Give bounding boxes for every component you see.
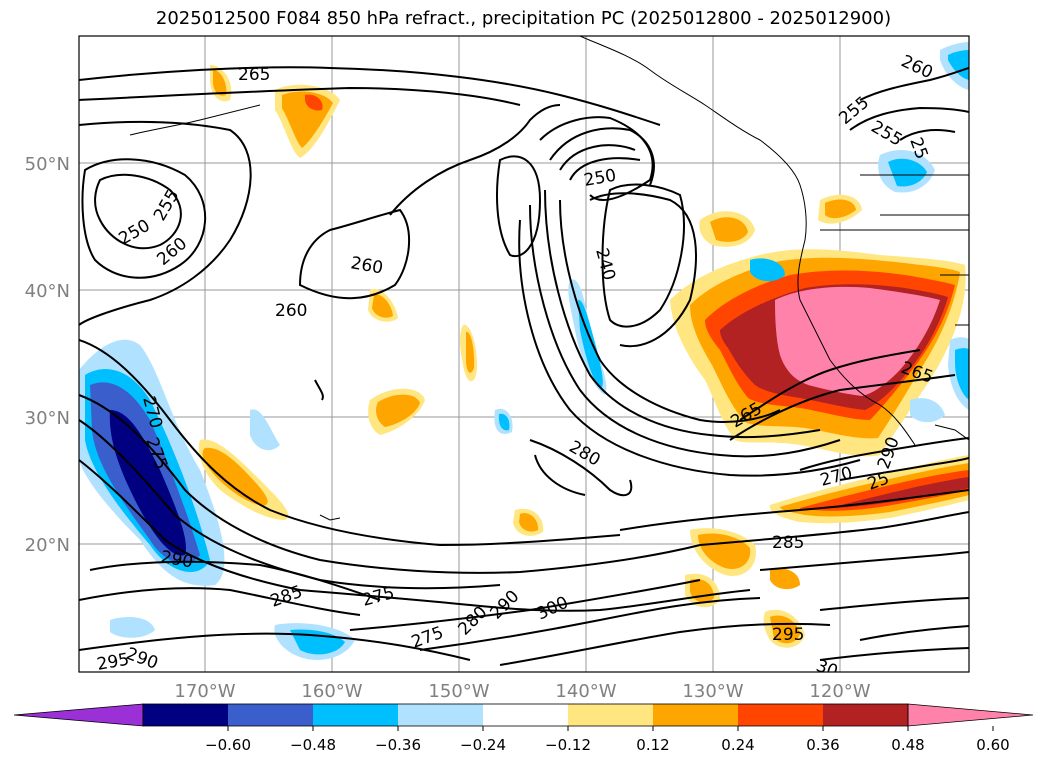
contour-label: 295: [772, 625, 804, 645]
colorbar-swatch: [228, 704, 313, 726]
colorbar-tick-label: −0.24: [460, 736, 506, 754]
colorbar-tick-label: 0.60: [976, 736, 1009, 754]
contour-label: 285: [772, 533, 804, 553]
colorbar-swatch: [823, 704, 908, 726]
colorbar-swatch: [398, 704, 483, 726]
colorbar: −0.60 −0.48 −0.36 −0.24 −0.12 0.12 0.24 0.36 0.4…: [13, 703, 1034, 754]
lon-label-130w: 130°W: [682, 681, 743, 702]
axis-labels: 50°N 40°N 30°N 20°N 170°W 160°W 150°W 14…: [25, 154, 871, 702]
lat-label-50n: 50°N: [25, 154, 70, 175]
map-title: 2025012500 F084 850 hPa refract., precip…: [155, 8, 892, 29]
colorbar-tick-label: 0.12: [636, 736, 669, 754]
map-frame: [78, 35, 970, 673]
colorbar-swatch: [738, 704, 823, 726]
lon-label-160w: 160°W: [301, 681, 362, 702]
colorbar-tick-label: −0.60: [205, 736, 251, 754]
colorbar-tick-label: −0.48: [290, 736, 336, 754]
contour-label: 30: [813, 656, 840, 682]
lon-label-150w: 150°W: [428, 681, 489, 702]
colorbar-arrow-max: [907, 703, 1034, 727]
colorbar-swatch: [313, 704, 398, 726]
lat-label-40n: 40°N: [25, 281, 70, 302]
colorbar-arrow-min: [13, 703, 144, 727]
lat-label-20n: 20°N: [25, 535, 70, 556]
refractivity-contours: [79, 66, 969, 666]
lon-label-140w: 140°W: [555, 681, 616, 702]
lon-label-170w: 170°W: [174, 681, 235, 702]
colorbar-tick-label: 0.36: [806, 736, 839, 754]
colorbar-swatch: [568, 704, 653, 726]
contour-label: 260: [275, 301, 307, 321]
colorbar-swatch: [143, 704, 228, 726]
colorbar-tick-label: −0.36: [375, 736, 421, 754]
coastlines: [129, 36, 969, 521]
precip-shading: [79, 42, 969, 660]
colorbar-frame: [142, 703, 909, 727]
colorbar-swatch: [483, 704, 568, 726]
colorbar-tick-label: 0.48: [891, 736, 924, 754]
contour-label: 295: [95, 650, 130, 675]
map-plot-area: 265 250 255 260 260 260 250 240 255 255 …: [79, 36, 969, 682]
lat-label-30n: 30°N: [25, 408, 70, 429]
colorbar-tick-label: 0.24: [721, 736, 754, 754]
colorbar-tick-label: −0.12: [545, 736, 591, 754]
lon-label-120w: 120°W: [809, 681, 870, 702]
colorbar-swatch: [653, 704, 738, 726]
contour-label: 265: [238, 65, 270, 85]
